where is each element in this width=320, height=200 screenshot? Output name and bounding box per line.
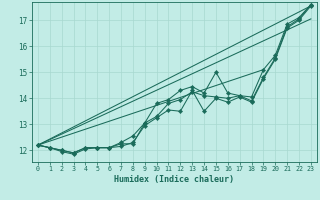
X-axis label: Humidex (Indice chaleur): Humidex (Indice chaleur) bbox=[115, 175, 234, 184]
